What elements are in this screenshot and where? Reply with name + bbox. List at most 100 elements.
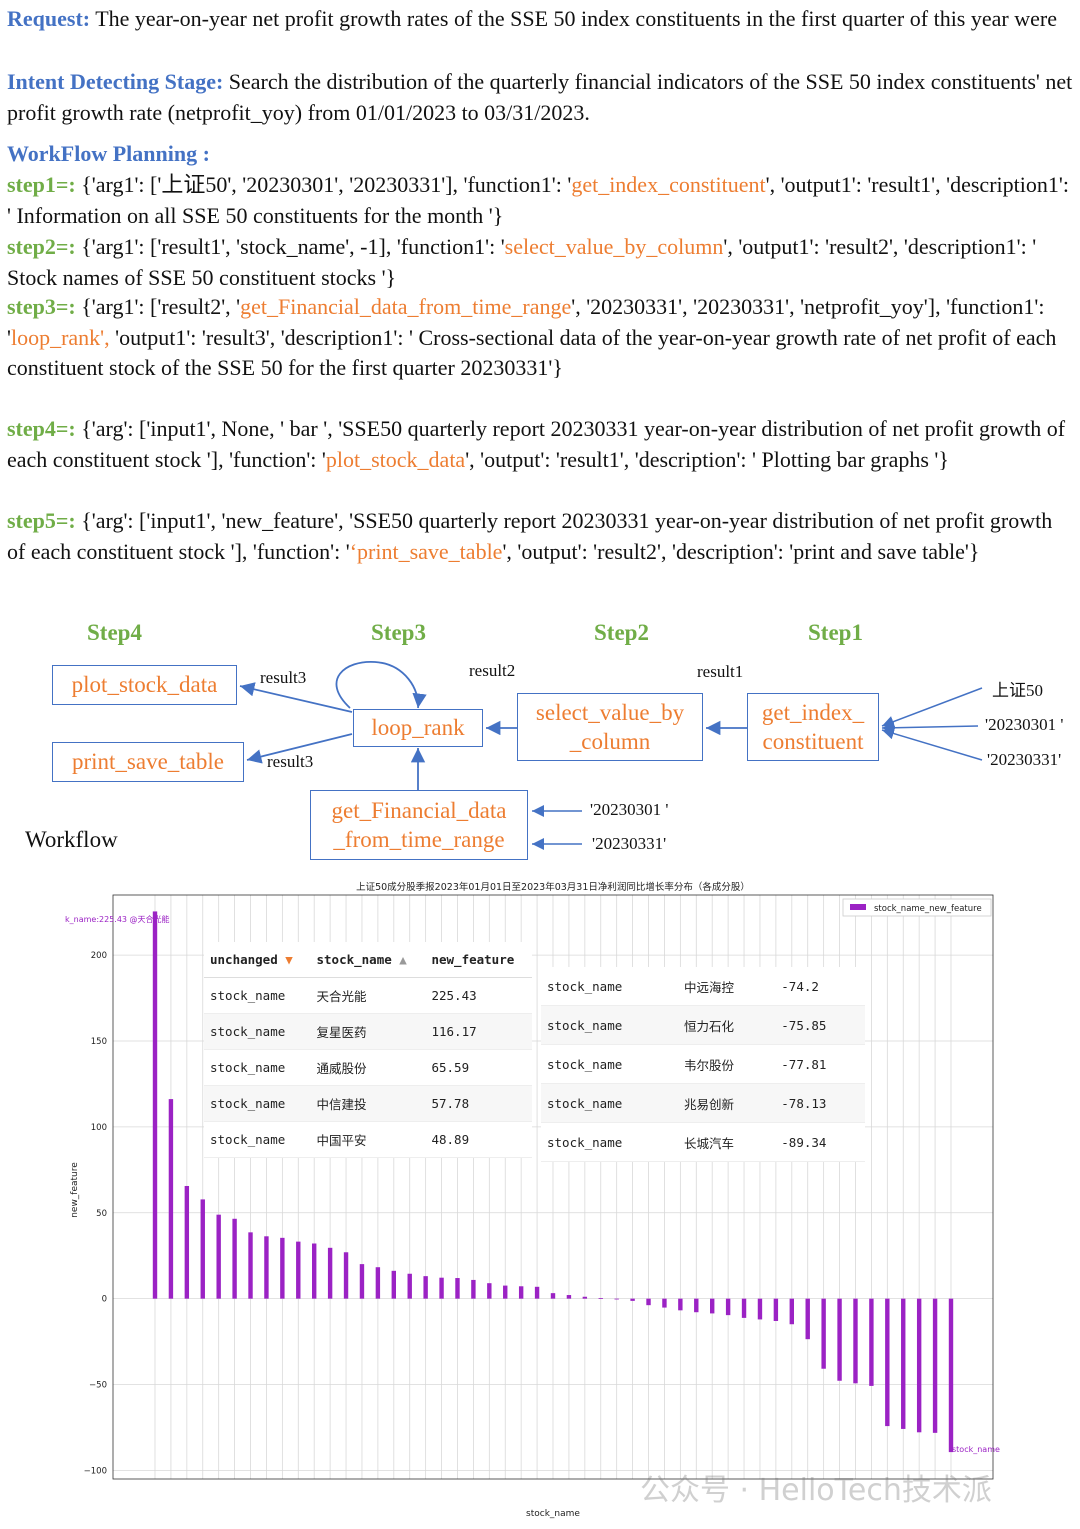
node-plot-stock-data: plot_stock_data <box>52 665 237 705</box>
node-getfin-line1: get_Financial_data <box>331 798 507 823</box>
col-stock-name[interactable]: stock_name ▲ <box>310 942 426 978</box>
watermark: 公众号 · HelloTech技术派 <box>640 1473 992 1508</box>
bar <box>455 1278 460 1299</box>
note-result3-a: result3 <box>260 668 307 687</box>
step3-post: 'output1': 'result3', 'description1': ' … <box>7 324 1057 381</box>
annotation-bottom: stock_name <box>952 1445 1000 1454</box>
bar <box>678 1298 683 1311</box>
table-row: stock_name 中信建投 57.78 <box>204 1085 532 1122</box>
bar <box>932 1298 938 1433</box>
bar <box>550 1293 556 1299</box>
step3-function2: loop_rank', <box>10 324 110 350</box>
bar <box>375 1267 381 1299</box>
sort-desc-icon[interactable]: ▼ <box>285 952 293 967</box>
step1-pre: {'arg1': ['上证50', '20230301', '20230331'… <box>75 172 572 197</box>
bar <box>694 1298 699 1313</box>
step5-label: step5=: <box>7 508 76 533</box>
table-row: stock_name 兆易创新 -78.13 <box>541 1083 865 1123</box>
intent-text: Search the distribution of the quarterly… <box>7 69 1073 125</box>
request-text: The year-on-year net profit growth rates… <box>90 6 1057 31</box>
bar <box>948 1298 954 1453</box>
bar <box>359 1264 365 1299</box>
bar <box>343 1252 349 1299</box>
node-select-line2: _column <box>569 729 651 754</box>
node-loop-rank: loop_rank <box>353 709 483 747</box>
y-tick-label: −50 <box>89 1381 107 1391</box>
bar <box>598 1298 603 1299</box>
step1-function: get_index_constituent <box>571 172 766 197</box>
note-input-20230301: '20230301 ' <box>985 715 1064 734</box>
note-fin-input-20230331: '20230331' <box>592 834 667 853</box>
bar <box>614 1298 619 1300</box>
bar <box>741 1298 747 1318</box>
y-tick-label: 150 <box>91 1037 107 1047</box>
bar <box>662 1298 667 1308</box>
workflow-title: Workflow <box>25 827 118 852</box>
node-print-save-table: print_save_table <box>52 742 244 782</box>
node-select-line1: select_value_by <box>535 700 685 725</box>
bar <box>407 1273 412 1299</box>
note-result3-b: result3 <box>267 752 314 771</box>
chart-title: 上证50成分股季报2023年01月01日至2023年03月31日净利润同比增长率… <box>356 881 750 893</box>
bar <box>901 1298 906 1429</box>
chart-x-axis-label: stock_name <box>526 1509 580 1519</box>
top-table: unchanged ▼ stock_name ▲ new_feature sto… <box>204 942 532 1158</box>
plot-frame <box>112 894 994 1480</box>
step1-heading: Step1 <box>808 620 863 645</box>
bar <box>853 1298 858 1384</box>
bar <box>423 1276 428 1299</box>
step3-paragraph: step3=: {'arg1': ['result2', 'get_Financ… <box>7 292 1073 384</box>
step2-heading: Step2 <box>594 620 649 645</box>
step4-heading: Step4 <box>87 620 142 645</box>
node-select-value-by-column: select_value_by _column <box>517 693 703 761</box>
bar <box>518 1286 524 1299</box>
step1-post: ', 'output1': 'result1', 'description1':… <box>7 172 1069 228</box>
bar <box>184 1185 190 1299</box>
intent-label: Intent Detecting Stage: <box>7 69 224 94</box>
node-get-financial-data: get_Financial_data _from_time_range <box>310 790 528 860</box>
bar <box>264 1236 269 1299</box>
bar <box>280 1237 285 1299</box>
step4-label: step4=: <box>7 416 76 441</box>
step2-paragraph: step2=: {'arg1': ['result1', 'stock_name… <box>7 232 1073 293</box>
chart-bars <box>152 911 954 1453</box>
bar <box>630 1298 635 1301</box>
intent-paragraph: Intent Detecting Stage: Search the distr… <box>7 67 1073 128</box>
note-result1: result1 <box>697 662 744 681</box>
y-tick-label: −100 <box>84 1466 107 1476</box>
step4-post: ', 'output': 'result1', 'description': '… <box>465 446 949 472</box>
planning-label: WorkFlow Planning : <box>7 141 210 166</box>
bar <box>296 1241 301 1299</box>
request-paragraph: Request: The year-on-year net profit gro… <box>7 4 1073 35</box>
sort-asc-icon[interactable]: ▲ <box>399 952 407 967</box>
bar <box>710 1298 715 1314</box>
chart-axes: −100 −50 0 50 100 150 200 <box>84 894 994 1480</box>
table-row: stock_name 恒力石化 -75.85 <box>541 1005 865 1045</box>
bottom-table: stock_name 中远海控 -74.2 stock_name 恒力石化 -75.85… <box>541 967 865 1162</box>
step5-function: ‘print_save_table <box>349 538 503 564</box>
workflow-connectors <box>239 661 983 850</box>
bar <box>327 1247 333 1299</box>
annotation-top: k_name:225.43 @天合光能 <box>65 914 170 924</box>
note-fin-input-20230301: '20230301 ' <box>590 800 669 819</box>
note-input-sse50: 上证50 <box>992 681 1043 700</box>
table-row: stock_name 中国平安 48.89 <box>204 1121 532 1158</box>
col-unchanged[interactable]: unchanged ▼ <box>204 942 311 978</box>
node-getidx-line2: constituent <box>762 729 864 754</box>
node-get-index-constituent: get_index_ constituent <box>747 693 879 761</box>
chart-legend: stock_name_new_feature <box>842 898 992 917</box>
bar <box>200 1199 205 1299</box>
bar <box>582 1296 588 1299</box>
node-getfin-line2: _from_time_range <box>333 827 505 852</box>
step3-heading: Step3 <box>371 620 426 645</box>
table-row: stock_name 复星医药 116.17 <box>204 1013 532 1050</box>
bar <box>757 1298 763 1320</box>
arrow-in1 <box>881 687 983 728</box>
step3-label: step3=: <box>7 294 76 319</box>
step2-post: ', 'output1': 'result2', 'description1':… <box>7 234 1037 290</box>
bar <box>646 1298 651 1306</box>
bar <box>837 1298 842 1381</box>
step3-mid: ', '20230331', '20230331', 'netprofit_yo… <box>7 294 1045 350</box>
bar <box>885 1298 890 1427</box>
col-new-feature[interactable]: new_feature <box>425 942 532 978</box>
